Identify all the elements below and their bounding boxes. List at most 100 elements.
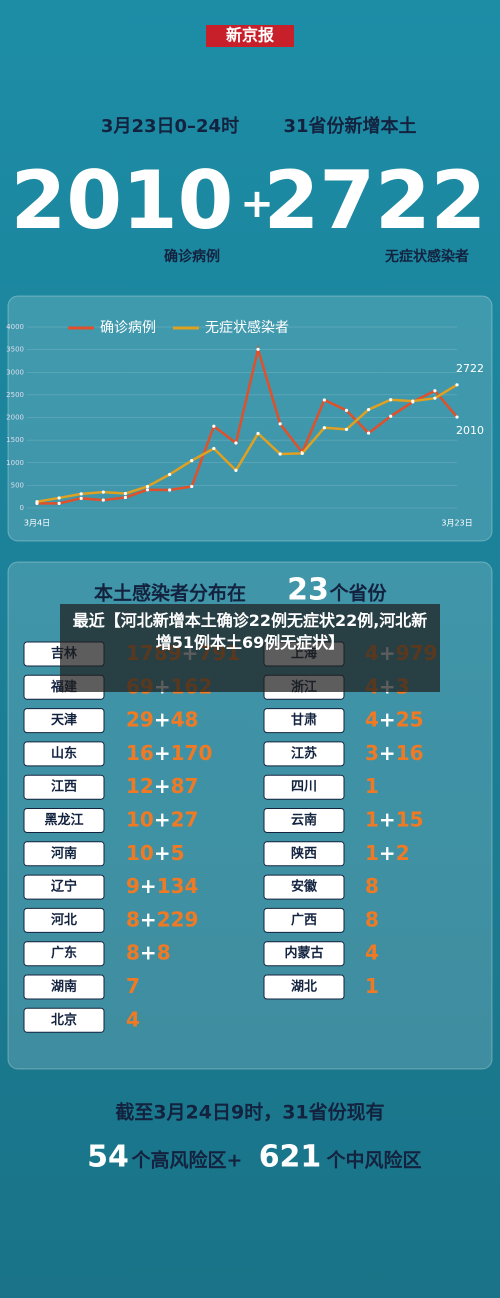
point (256, 347, 260, 351)
point (212, 424, 216, 428)
province-values: 7 (126, 974, 140, 998)
province-box (23, 1007, 105, 1033)
point (234, 468, 238, 472)
province-name: 山东 (51, 745, 77, 761)
mid-risk-label: 个中风险区 (325, 1149, 421, 1172)
point (190, 484, 194, 489)
point (344, 427, 349, 432)
y-tick-label: 2500 (6, 391, 24, 399)
legend-label: 无症状感染者 (205, 319, 289, 336)
point (168, 472, 172, 477)
province-box (23, 974, 105, 1000)
confirmed-count: 8 (126, 940, 140, 964)
province-box (263, 741, 345, 767)
province-box (263, 907, 345, 933)
logo: 新京报 (226, 26, 274, 45)
province-title: 本土感染者分布在 (94, 582, 246, 605)
point (411, 399, 415, 403)
plus: + (140, 940, 157, 964)
province-values: 12+87 (126, 774, 198, 798)
point (190, 458, 194, 463)
point (101, 490, 105, 494)
confirmed-count: 3 (365, 740, 379, 764)
province-name: 天津 (51, 712, 77, 728)
point (168, 488, 172, 492)
province-values: 8+229 (126, 907, 198, 931)
point (35, 500, 39, 504)
confirmed-count: 4 (365, 707, 379, 731)
confirmed-count: 1 (365, 807, 379, 831)
footer-line: 截至3月24日9时，31省份现有 (115, 1101, 384, 1124)
point (234, 441, 238, 445)
x-tick-label: 3月4日 (24, 519, 50, 528)
plus: + (379, 807, 396, 831)
plus: + (379, 707, 396, 731)
end-label: 2722 (456, 362, 484, 375)
asymptomatic-count: 48 (171, 707, 199, 731)
confirmed-count: 10 (126, 807, 154, 831)
province-name: 湖北 (291, 980, 317, 995)
confirmed-label: 确诊病例 (164, 248, 220, 265)
province-values: 4+25 (365, 707, 424, 731)
province-box (23, 808, 105, 833)
chart-panel (7, 295, 493, 542)
plus: + (140, 907, 157, 931)
asymptomatic-total: 2722 (264, 154, 487, 247)
point (79, 496, 83, 500)
point (101, 498, 105, 502)
province-box (23, 708, 105, 734)
point (455, 383, 459, 387)
plus: + (154, 774, 171, 798)
province-name: 广东 (51, 945, 77, 961)
confirmed-count: 7 (126, 974, 140, 998)
y-tick-label: 2000 (6, 414, 24, 422)
province-values: 8 (365, 907, 379, 931)
point (57, 496, 61, 500)
province-values: 1 (365, 774, 379, 798)
province-box (23, 741, 105, 767)
high-risk-count: 54 (87, 1140, 129, 1175)
plus: + (379, 740, 396, 764)
province-name: 辽宁 (51, 879, 77, 895)
y-tick-label: 3000 (6, 368, 24, 376)
series-line (36, 383, 458, 503)
point (212, 446, 216, 451)
plus: + (140, 874, 157, 898)
point (389, 398, 393, 402)
date: 3月23日0–24时 (101, 116, 239, 137)
province-name: 江西 (51, 779, 77, 795)
province-name: 江苏 (291, 745, 317, 761)
asymptomatic-label: 无症状感染者 (384, 248, 469, 265)
subtitle: 31省份新增本土 (283, 115, 416, 137)
asymptomatic-count: 25 (396, 707, 424, 731)
point (455, 415, 459, 419)
province-box (23, 874, 105, 900)
point (322, 426, 326, 430)
confirmed-count: 10 (126, 840, 154, 864)
province-name: 广西 (291, 912, 317, 928)
province-values: 3+16 (365, 740, 424, 764)
plus: + (154, 840, 171, 864)
province-name: 湖南 (51, 979, 77, 995)
asymptomatic-count: 229 (157, 907, 199, 931)
plus: + (154, 807, 171, 831)
province-name: 黑龙江 (44, 812, 83, 828)
province-values: 1+15 (365, 807, 424, 831)
province-name: 河南 (51, 845, 77, 861)
y-tick-label: 3500 (6, 346, 24, 354)
asymptomatic-count: 87 (171, 774, 199, 798)
confirmed-count: 8 (365, 907, 379, 931)
province-values: 1+2 (365, 840, 410, 864)
province-values: 1 (365, 974, 379, 998)
plus: + (154, 707, 171, 731)
province-name: 甘肃 (291, 712, 317, 728)
confirmed-count: 8 (365, 874, 379, 898)
y-tick-label: 1500 (6, 436, 24, 444)
province-name: 云南 (291, 812, 317, 828)
confirmed-count: 1 (365, 974, 379, 998)
point (79, 492, 83, 496)
province-box (23, 907, 105, 933)
province-box (23, 774, 105, 800)
province-box (263, 841, 345, 867)
